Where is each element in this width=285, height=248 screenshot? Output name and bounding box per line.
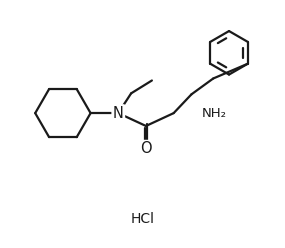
Text: HCl: HCl bbox=[131, 212, 155, 226]
Text: N: N bbox=[113, 106, 124, 121]
Text: O: O bbox=[140, 141, 152, 156]
Text: NH₂: NH₂ bbox=[201, 107, 226, 120]
